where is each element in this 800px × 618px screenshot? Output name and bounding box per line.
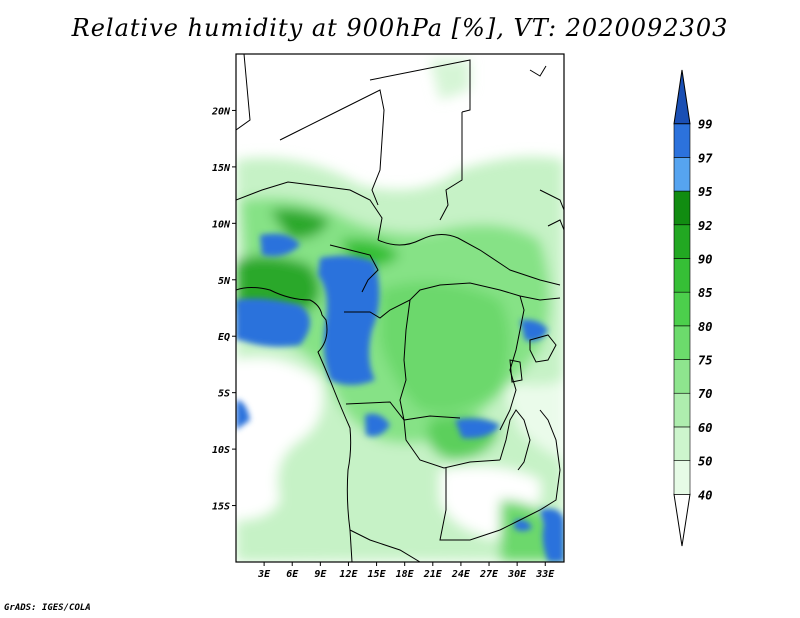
colorbar-level-label: 70 bbox=[698, 387, 712, 401]
colorbar-box bbox=[673, 392, 691, 428]
colorbar-level-label: 97 bbox=[698, 151, 713, 165]
grads-credit: GrADS: IGES/COLA bbox=[4, 603, 91, 613]
lat-tick-label: 10N bbox=[212, 219, 231, 230]
map-frame bbox=[235, 53, 565, 563]
lat-tick-label: 15S bbox=[212, 502, 230, 513]
lon-tick-label: 30E bbox=[507, 569, 527, 580]
colorbar-level-label: 95 bbox=[698, 185, 712, 199]
colorbar-level-label: 50 bbox=[698, 455, 712, 469]
longitude-axis: 3E 6E 9E 12E 15E 18E 21E 24E 27E 30E 33E bbox=[257, 562, 555, 580]
colorbar-box bbox=[673, 224, 691, 259]
lon-tick-label: 24E bbox=[451, 569, 471, 580]
lon-tick-label: 15E bbox=[368, 569, 387, 580]
lon-tick-label: 21E bbox=[423, 569, 443, 580]
lat-tick-label: 20N bbox=[211, 106, 231, 117]
colorbar-min-arrow bbox=[673, 493, 691, 547]
colorbar-level-label: 85 bbox=[698, 286, 712, 300]
plot-title: Relative humidity at 900hPa [%], VT: 202… bbox=[71, 14, 729, 42]
colorbar-level-label: 60 bbox=[698, 421, 712, 435]
colorbar-level-label: 92 bbox=[698, 219, 712, 233]
lon-tick-label: 3E bbox=[257, 569, 271, 580]
colorbar-max-arrow bbox=[673, 69, 691, 125]
colorbar-box bbox=[673, 359, 691, 394]
colorbar-level-label: 90 bbox=[698, 252, 712, 266]
colorbar-box bbox=[673, 460, 691, 495]
colorbar-box bbox=[673, 157, 691, 192]
colorbar-box bbox=[673, 123, 691, 158]
colorbar-level-label: 75 bbox=[698, 354, 712, 368]
lat-tick-label: EQ bbox=[218, 332, 230, 343]
lat-tick-label: 5S bbox=[218, 389, 230, 400]
lon-tick-label: 9E bbox=[314, 569, 327, 580]
colorbar-level-label: 80 bbox=[698, 320, 712, 334]
colorbar-box bbox=[673, 426, 691, 461]
lon-tick-label: 12E bbox=[339, 569, 358, 580]
colorbar-level-label: 99 bbox=[698, 118, 712, 132]
lat-tick-label: 5N bbox=[218, 276, 231, 287]
colorbar: 40 50 60 70 75 80 85 90 92 95 97 99 bbox=[673, 69, 713, 547]
colorbar-level-label: 40 bbox=[698, 488, 712, 502]
lon-tick-label: 6E bbox=[286, 569, 299, 580]
humidity-field bbox=[236, 54, 564, 562]
lon-tick-label: 18E bbox=[396, 569, 415, 580]
colorbar-box bbox=[673, 291, 691, 327]
lat-tick-label: 15N bbox=[212, 163, 231, 174]
lon-tick-label: 33E bbox=[535, 569, 555, 580]
colorbar-box bbox=[673, 325, 691, 360]
lat-tick-label: 10S bbox=[212, 445, 230, 456]
colorbar-box bbox=[673, 190, 691, 226]
colorbar-box bbox=[673, 258, 691, 293]
latitude-axis: 20N 15N 10N 5N EQ 5S 10S 15S bbox=[211, 106, 236, 513]
country-boundaries bbox=[236, 54, 564, 562]
lon-tick-label: 27E bbox=[479, 569, 499, 580]
